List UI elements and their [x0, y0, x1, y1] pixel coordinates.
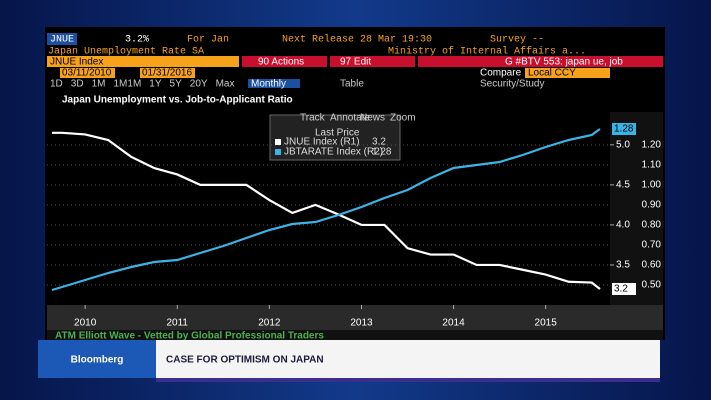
legend-value: 3.2 — [372, 137, 386, 148]
security-box — [47, 56, 239, 67]
y2-tick-label: 0.80 — [642, 220, 662, 231]
y-tick-label: 3.5 — [616, 260, 630, 271]
study[interactable]: Security/Study — [480, 79, 544, 90]
security: JNUE Index — [50, 57, 103, 68]
range-button[interactable]: Max — [216, 79, 235, 90]
range-button[interactable]: 1M — [92, 79, 106, 90]
start-box[interactable] — [60, 68, 115, 78]
table[interactable]: Table — [340, 79, 364, 90]
legend-title: Last Price — [315, 128, 360, 139]
range-button[interactable]: 1D — [50, 79, 63, 90]
tool-button[interactable]: Track — [300, 113, 326, 124]
x-tick-label: 2013 — [350, 318, 373, 329]
edit-box[interactable] — [330, 56, 415, 67]
y-tick-label: 4.5 — [616, 180, 630, 191]
brand-box — [38, 340, 156, 378]
description: Japan Unemployment Rate SA — [48, 46, 204, 58]
legend-swatch — [275, 139, 281, 145]
headline: CASE FOR OPTIMISM ON JAPAN — [166, 355, 324, 366]
y2-tick-label: 0.50 — [642, 280, 662, 291]
y2-tick-label: 1.10 — [642, 160, 662, 171]
x-tick-label: 2011 — [166, 318, 188, 329]
period: For Jan — [187, 35, 229, 46]
axis-panel — [610, 112, 663, 305]
frequency[interactable]: Monthly — [251, 79, 286, 90]
legend-swatch — [275, 149, 281, 155]
headline-box — [156, 340, 660, 378]
range-button[interactable]: 1Y — [149, 79, 162, 90]
range-button[interactable]: 20Y — [190, 79, 208, 90]
x-tick-label: 2010 — [74, 318, 97, 329]
end-label: 3.2 — [614, 284, 628, 295]
range-button[interactable]: 5Y — [170, 79, 183, 90]
edit[interactable]: 97 Edit — [340, 57, 371, 68]
actions-box[interactable] — [242, 56, 327, 67]
command[interactable]: G #BTV 553: japan ue, job — [505, 57, 623, 68]
command-box[interactable] — [418, 56, 663, 67]
legend-value: 1.28 — [372, 147, 392, 158]
x-tick-label: 2015 — [535, 318, 558, 329]
end-box[interactable] — [140, 68, 195, 78]
y2-tick-label: 1.20 — [642, 140, 662, 151]
end-label: 1.28 — [614, 124, 634, 135]
compare[interactable]: Compare — [480, 68, 522, 79]
start-date[interactable]: 03/11/2010 — [62, 68, 112, 79]
x-axis-panel — [47, 305, 663, 332]
x-tick-label: 2014 — [442, 318, 465, 329]
x-tick-label: 2012 — [258, 318, 281, 329]
headline-bar — [156, 378, 660, 382]
survey: Survey -- — [490, 35, 544, 46]
legend-entry: JNUE Index (R1) — [284, 137, 360, 148]
range-button[interactable]: 1M1M — [114, 79, 142, 90]
brand: Bloomberg — [71, 355, 124, 366]
legend-box — [269, 114, 401, 161]
actions[interactable]: 90 Actions — [258, 57, 304, 68]
range-button[interactable]: 3D — [71, 79, 84, 90]
end-label-box — [612, 282, 636, 295]
ccy-box[interactable] — [525, 68, 610, 78]
tool-button[interactable]: Annotate — [330, 113, 370, 124]
ticker-box — [47, 33, 77, 45]
last: 3.2% — [125, 35, 149, 46]
frequency-box[interactable] — [248, 79, 300, 88]
next-release: Next Release 28 Mar 19:30 — [282, 34, 432, 46]
y2-tick-label: 0.60 — [642, 260, 662, 271]
series-line — [51, 128, 601, 292]
y2-tick-label: 1.00 — [642, 180, 662, 191]
source: Ministry of Internal Affairs a... — [388, 46, 586, 58]
tape — [47, 330, 663, 340]
currency[interactable]: Local CCY — [528, 68, 576, 79]
legend-entry: JBTARATE Index (R2) — [284, 147, 383, 158]
ticker-tape: ATM Elliott Wave - Vetted by Global Prof… — [55, 331, 324, 342]
y-tick-label: 5.0 — [616, 139, 630, 150]
end-label-box — [612, 123, 636, 135]
ticker: JNUE — [50, 35, 74, 46]
end-date[interactable]: 01/31/2016 — [142, 68, 192, 79]
tool-button[interactable]: News — [360, 113, 385, 124]
y2-tick-label: 0.90 — [642, 200, 662, 211]
chart-title: Japan Unemployment vs. Job-to-Applicant … — [62, 95, 293, 106]
y-tick-label: 4.0 — [616, 220, 630, 231]
series-line — [52, 131, 601, 290]
y2-tick-label: 0.70 — [642, 240, 662, 251]
tool-button[interactable]: Zoom — [390, 113, 416, 124]
